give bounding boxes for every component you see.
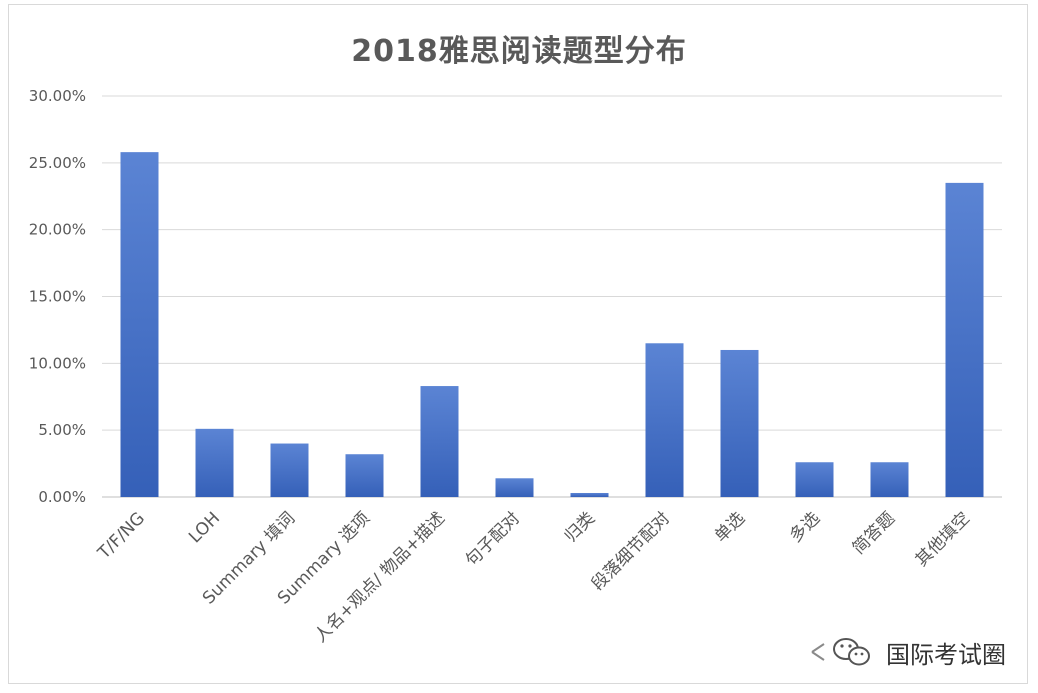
y-tick-label: 25.00%	[29, 154, 86, 172]
y-tick-label: 15.00%	[29, 288, 86, 306]
watermark-text: 国际考试圈	[886, 640, 1006, 669]
gridlines	[102, 95, 1002, 498]
y-tick-label: 5.00%	[38, 421, 86, 439]
bar	[120, 152, 159, 497]
x-tick-label: 多选	[786, 508, 824, 546]
y-tick-label: 20.00%	[29, 221, 86, 239]
bar	[645, 343, 684, 497]
watermark: 国际考试圈	[806, 632, 1006, 672]
bar	[570, 492, 609, 497]
bar	[270, 443, 309, 497]
y-tick-label: 10.00%	[29, 354, 86, 372]
chart-title: 2018雅思阅读题型分布	[351, 34, 687, 69]
bar	[195, 428, 234, 497]
x-tick-label: 其他填空	[912, 508, 974, 570]
bar	[495, 478, 534, 497]
x-tick-label: 人名+观点/ 物品+描述	[311, 508, 449, 646]
x-tick-label: 简答题	[849, 508, 899, 558]
y-tick-label: 30.00%	[29, 87, 86, 105]
x-tick-label: 单选	[711, 508, 749, 546]
x-tick-label: 句子配对	[462, 508, 524, 570]
x-tick-label: T/F/NG	[94, 508, 150, 564]
wechat-logo-icon	[811, 638, 870, 666]
bar	[345, 454, 384, 497]
y-tick-label: 0.00%	[38, 488, 86, 506]
bar	[720, 349, 759, 497]
bar	[945, 182, 984, 497]
x-tick-label: LOH	[185, 508, 224, 547]
x-tick-label: 归类	[561, 508, 599, 546]
bars	[120, 152, 984, 497]
y-axis-tick-labels: 0.00% 5.00% 10.00% 15.00% 20.00% 25.00% 30.00%	[29, 87, 86, 506]
bar	[870, 462, 909, 497]
chart-frame	[8, 4, 1028, 684]
x-tick-label: 段落细节配对	[588, 508, 674, 594]
bar	[420, 386, 459, 497]
bar	[795, 462, 834, 497]
